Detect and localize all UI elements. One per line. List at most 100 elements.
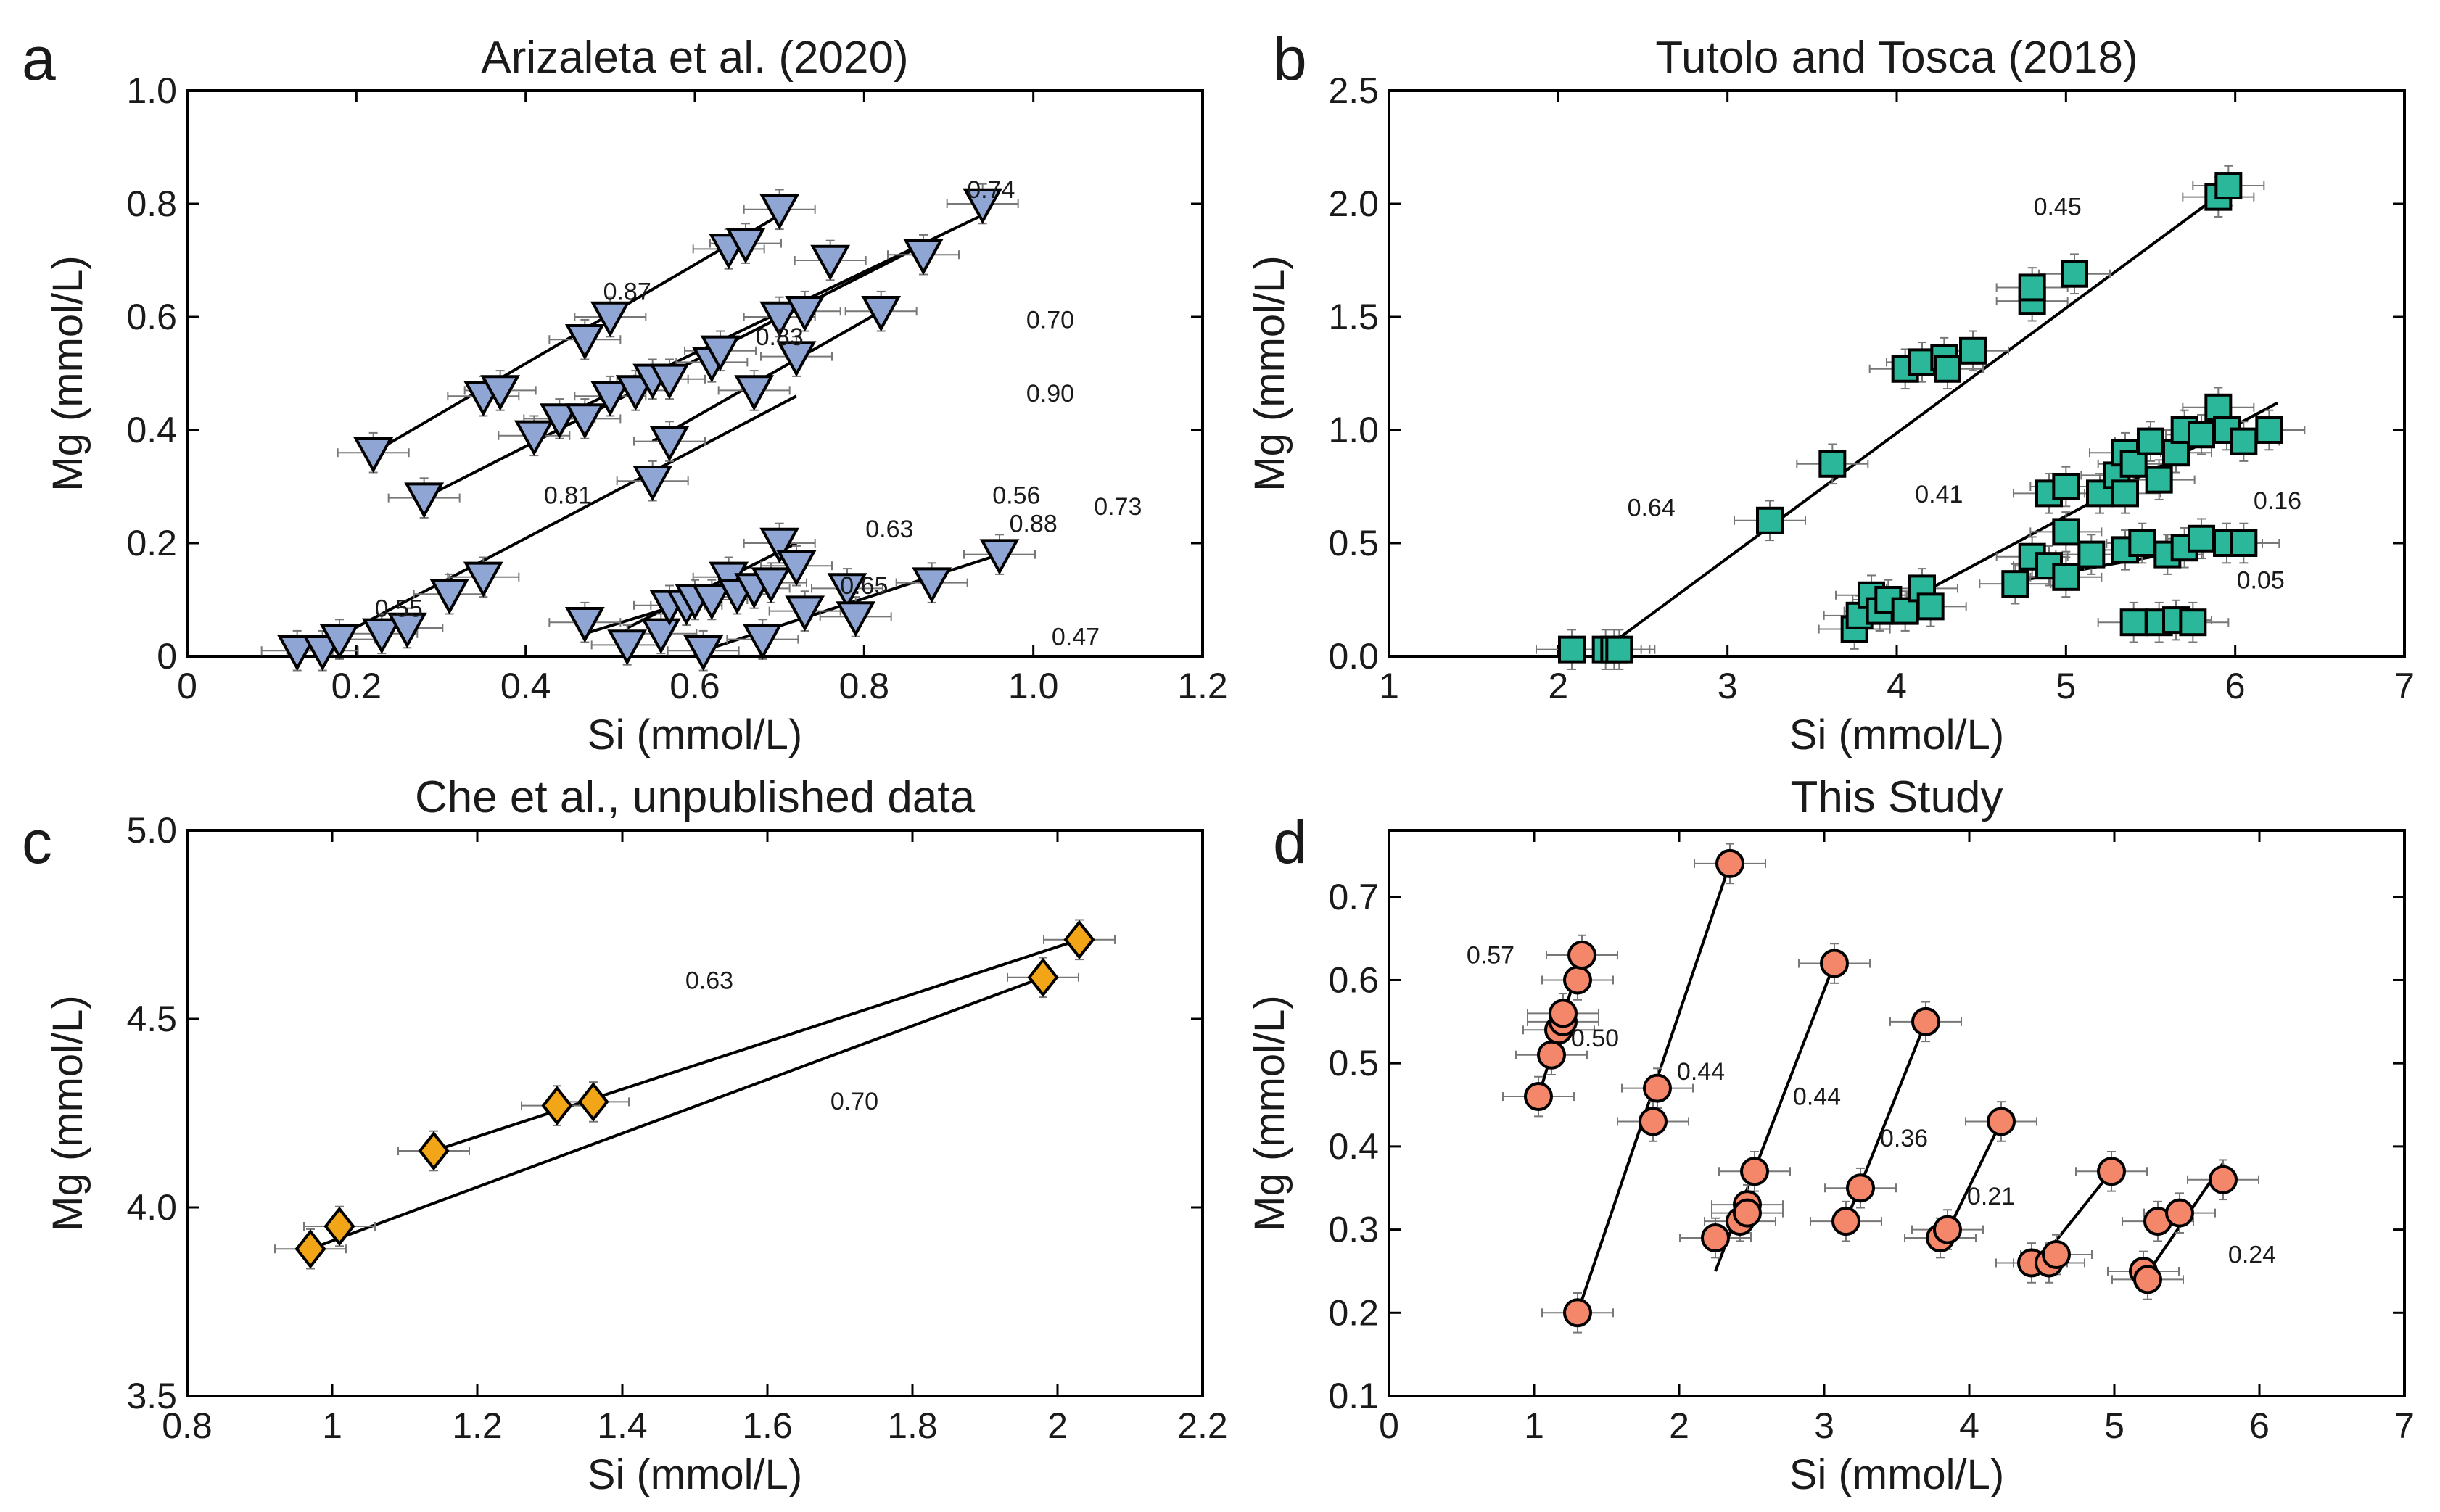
y-tick-label: 1.0 — [1328, 410, 1379, 450]
data-point — [963, 188, 1003, 225]
y-tick-label: 4.5 — [126, 999, 177, 1039]
data-point — [541, 1086, 573, 1125]
data-point — [2001, 570, 2029, 598]
data-point — [1818, 450, 1847, 478]
data-point — [979, 539, 1020, 575]
x-tick-label: 0 — [1379, 1405, 1399, 1446]
data-point — [1524, 1082, 1553, 1112]
data-point — [1733, 1198, 1762, 1228]
data-point — [2214, 172, 2243, 200]
slope-annotation: 0.63 — [865, 516, 913, 543]
data-point — [1891, 597, 1919, 625]
data-point — [1756, 506, 1784, 534]
x-tick-label: 6 — [2249, 1405, 2270, 1446]
data-point — [539, 403, 580, 439]
x-axis-label: Si (mmol/L) — [588, 711, 802, 759]
data-point — [2077, 540, 2106, 569]
data-point — [387, 612, 427, 649]
x-tick-label: 1.2 — [1177, 666, 1228, 706]
fit-line — [1599, 184, 2233, 653]
panel-letter: a — [22, 25, 56, 93]
data-point — [1563, 965, 1592, 995]
data-point — [353, 437, 394, 474]
data-point — [2018, 273, 2046, 302]
y-tick-label: 0.4 — [126, 410, 177, 450]
y-tick-label: 5.0 — [126, 810, 177, 851]
data-point — [1933, 1215, 1962, 1244]
x-tick-label: 2 — [1047, 1405, 1068, 1446]
data-point — [2052, 473, 2080, 500]
x-axis-label: Si (mmol/L) — [1789, 1451, 2004, 1498]
y-tick-label: 1.5 — [1328, 297, 1379, 337]
y-axis-label: Mg (mmol/L) — [44, 255, 91, 491]
panel-c: c Che et al., unpublished data 0.8 1 1.2 1.4 1… — [22, 772, 1228, 1498]
data-point — [1605, 635, 1633, 664]
data-point — [361, 618, 402, 654]
slope-annotation: 0.41 — [1915, 481, 1963, 508]
slope-annotation: 0.57 — [1467, 942, 1514, 970]
panel-a: a Arizaleta et al. (2020) 0 0.2 0.4 0.6 0.8 1.0… — [22, 25, 1228, 759]
slope-annotation: 0.16 — [2254, 487, 2301, 515]
data-point — [1567, 941, 1596, 970]
data-point — [632, 466, 673, 502]
y-axis-label: Mg (mmol/L) — [44, 995, 91, 1231]
data-point — [1934, 355, 1961, 383]
chart-title: Arizaleta et al. (2020) — [481, 33, 908, 83]
data-point — [1027, 957, 1059, 998]
panel-letter: c — [22, 808, 52, 876]
x-tick-label: 5 — [2104, 1405, 2124, 1446]
data-point — [323, 1206, 355, 1247]
data-point — [418, 1131, 450, 1171]
x-tick-label: 6 — [2225, 666, 2246, 706]
data-point — [2042, 1240, 2071, 1269]
slope-annotation: 0.21 — [1967, 1183, 2015, 1210]
slope-annotation: 0.87 — [603, 278, 651, 306]
slope-annotation: 0.56 — [992, 482, 1040, 509]
data-point — [903, 239, 944, 276]
slope-annotation: 0.24 — [2228, 1241, 2276, 1268]
data-point — [1831, 1207, 1860, 1236]
y-tick-label: 4.0 — [126, 1187, 177, 1228]
x-tick-label: 1.2 — [452, 1405, 503, 1446]
panel-letter: b — [1273, 25, 1307, 93]
data-point — [1959, 336, 1987, 365]
y-tick-label: 0.6 — [1328, 959, 1379, 1000]
slope-annotation: 0.36 — [1880, 1125, 1928, 1152]
x-axis-label: Si (mmol/L) — [588, 1451, 802, 1498]
slope-annotation: 0.45 — [2034, 194, 2082, 221]
data-point — [2188, 421, 2215, 449]
y-tick-label: 0.8 — [126, 183, 177, 224]
data-point — [2162, 439, 2190, 467]
slope-annotation: 0.65 — [840, 572, 888, 600]
x-tick-label: 0.4 — [500, 666, 551, 706]
data-point — [319, 624, 360, 660]
data-point — [836, 601, 876, 637]
x-tick-label: 1.4 — [597, 1405, 648, 1446]
x-tick-label: 3 — [1814, 1405, 1834, 1446]
data-point — [734, 375, 775, 411]
data-point — [1063, 920, 1095, 960]
data-point — [429, 579, 470, 615]
y-axis-label: Mg (mmol/L) — [1246, 255, 1293, 491]
data-point — [2052, 518, 2080, 546]
x-tick-label: 7 — [2394, 1405, 2415, 1446]
data-point — [2204, 393, 2233, 421]
data-point — [2145, 466, 2173, 494]
slope-annotation: 0.81 — [544, 482, 592, 509]
data-point — [463, 561, 503, 598]
x-tick-label: 3 — [1718, 666, 1738, 706]
data-point — [2119, 450, 2148, 478]
data-point — [1820, 949, 1849, 978]
plot-frame — [1388, 829, 2406, 1397]
y-tick-label: 1.0 — [126, 70, 177, 111]
slope-annotation: 0.63 — [685, 967, 733, 994]
data-point — [1916, 592, 1945, 621]
data-point — [2209, 1165, 2238, 1194]
data-point — [1639, 1107, 1668, 1136]
x-tick-label: 0.2 — [331, 666, 382, 706]
data-point — [759, 301, 800, 338]
data-point — [294, 1228, 326, 1269]
slope-annotation: 0.70 — [830, 1088, 878, 1115]
panel-letter: d — [1273, 808, 1307, 876]
data-point — [861, 296, 902, 332]
